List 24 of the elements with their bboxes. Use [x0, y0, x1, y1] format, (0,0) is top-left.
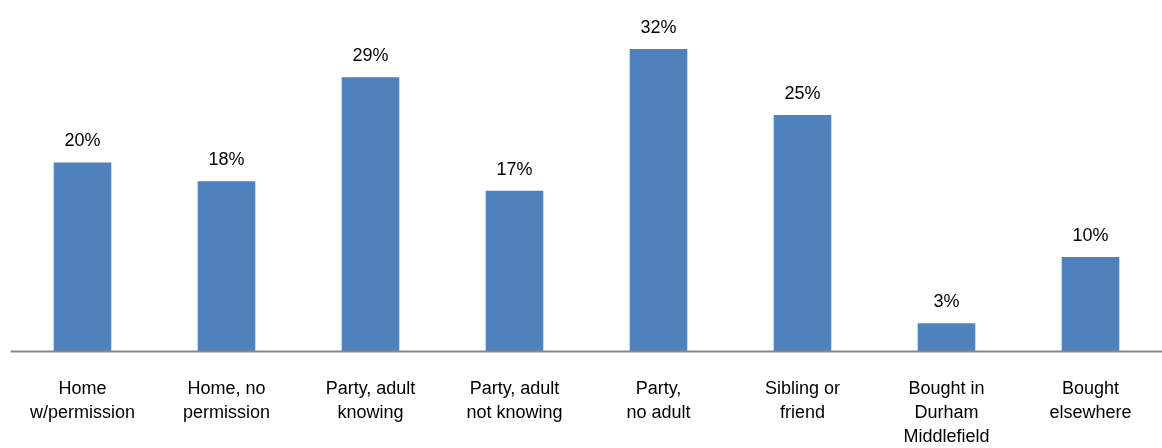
bar — [53, 162, 112, 352]
x-tick-label: Home, no permission — [182, 377, 271, 422]
data-label: 3% — [933, 291, 960, 312]
data-label: 29% — [352, 45, 389, 66]
bar — [197, 181, 256, 352]
x-tick-label: Sibling or friend — [764, 377, 841, 422]
bar — [485, 190, 544, 352]
bar — [773, 115, 832, 352]
x-tick-label: Home w/permission — [28, 377, 136, 422]
bar — [629, 48, 688, 352]
bar — [917, 323, 976, 352]
bar — [1061, 256, 1120, 352]
data-label: 18% — [208, 149, 245, 170]
x-tick-label: Party, adult knowing — [325, 377, 416, 422]
data-label: 32% — [640, 16, 677, 37]
bar — [341, 77, 400, 352]
data-label: 17% — [496, 158, 533, 179]
data-label: 25% — [784, 83, 821, 104]
x-tick-label: Bought elsewhere — [1049, 377, 1132, 422]
x-tick-label: Party, no adult — [626, 377, 691, 422]
x-tick-label: Bought in Durham Middlefield — [903, 377, 990, 446]
x-tick-label: Party, adult not knowing — [466, 377, 563, 422]
data-label: 10% — [1072, 224, 1109, 245]
data-label: 20% — [64, 130, 101, 151]
